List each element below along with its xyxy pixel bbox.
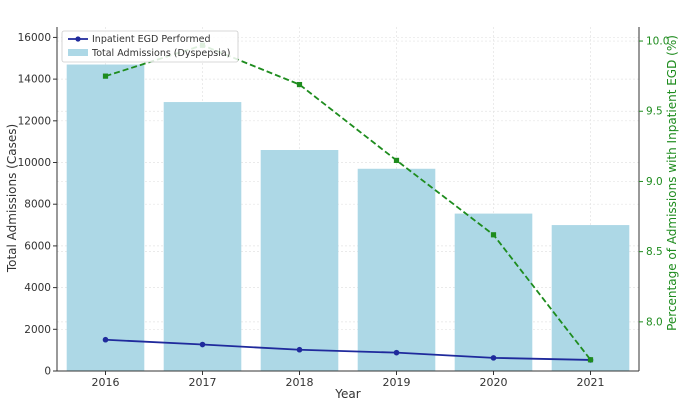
bar-2020 — [454, 213, 533, 371]
x-tick-label: 2021 — [577, 376, 605, 389]
y-tick-label: 6000 — [24, 240, 51, 252]
y-tick-label: 0 — [44, 366, 51, 378]
y2-tick-label: 9.0 — [646, 176, 663, 188]
y-tick-label: 14000 — [18, 74, 51, 86]
x-tick-label: 2016 — [92, 376, 120, 389]
percentage-point-2021 — [587, 357, 594, 363]
bar-series — [66, 64, 630, 372]
egd-point-2017 — [199, 341, 206, 348]
y2-axis-label: Percentage of Admissions with Inpatient … — [665, 35, 679, 331]
tick-labels: 0 2000 4000 6000 8000 10000 12000 14000 16000 8.0… — [18, 32, 670, 389]
percentage-point-2016 — [102, 73, 109, 79]
y2-tick-label: 9.5 — [646, 106, 663, 118]
y2-tick-label: 8.5 — [646, 246, 663, 258]
x-tick-label: 2020 — [480, 376, 508, 389]
bar-2016 — [66, 64, 145, 371]
egd-point-2018 — [296, 346, 303, 353]
egd-point-2020 — [490, 355, 497, 361]
y-tick-label: 12000 — [18, 115, 51, 127]
y-tick-label: 8000 — [24, 199, 51, 211]
percentage-point-2020 — [490, 232, 497, 238]
percentage-point-2018 — [296, 81, 303, 88]
legend-bar-swatch — [68, 49, 88, 56]
percentage-point-2019 — [393, 157, 400, 163]
legend-line-marker — [75, 36, 81, 42]
legend: Inpatient EGD Performed Total Admissions… — [61, 30, 239, 63]
y-tick-label: 16000 — [18, 32, 51, 44]
x-tick-label: 2018 — [286, 376, 314, 389]
egd-point-2016 — [102, 336, 109, 343]
bar-2019 — [357, 168, 436, 371]
axes — [56, 27, 640, 372]
legend-label-admissions: Total Admissions (Dyspepsia) — [91, 48, 230, 59]
y-axis-label: Total Admissions (Cases) — [5, 124, 19, 273]
x-tick-label: 2017 — [189, 376, 217, 389]
legend-box — [61, 30, 239, 63]
bar-2017 — [163, 102, 242, 372]
egd-point-2019 — [393, 349, 400, 356]
x-axis-label: Year — [334, 387, 360, 401]
egd-line — [105, 338, 591, 361]
bar-2021 — [551, 225, 630, 371]
y-tick-label: 2000 — [24, 324, 51, 336]
legend-label-egd: Inpatient EGD Performed — [92, 34, 211, 45]
y2-tick-label: 8.0 — [646, 316, 663, 328]
x-tick-label: 2019 — [383, 376, 411, 389]
y-tick-label: 10000 — [18, 157, 51, 169]
y-tick-label: 4000 — [24, 282, 51, 294]
y2-tick-label: 10.0 — [646, 36, 669, 48]
bar-2018 — [260, 150, 339, 371]
